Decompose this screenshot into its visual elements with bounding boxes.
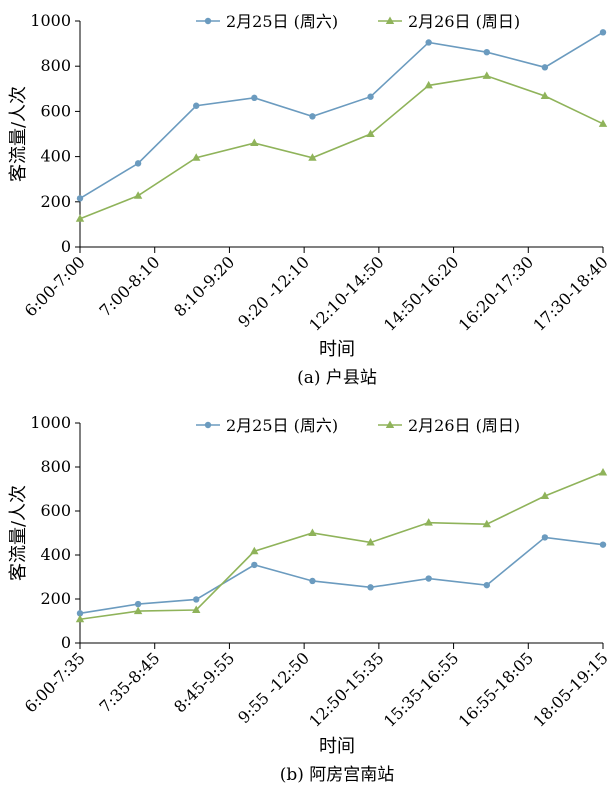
x-axis-title: 时间	[319, 339, 355, 360]
series-1-point	[76, 610, 84, 617]
series-1-point	[425, 575, 432, 582]
y-tick-label: 1000	[30, 413, 71, 432]
series-1-point	[367, 584, 374, 591]
y-tick-label: 0	[61, 633, 71, 652]
series-2-point	[250, 546, 259, 555]
y-tick-label: 0	[61, 237, 71, 256]
panel-caption: (b) 阿房宫南站	[280, 765, 395, 785]
series-1-point	[599, 541, 607, 548]
x-tick-label: 17:30-18:40	[529, 252, 611, 334]
x-tick-label: 8:45-9:55	[170, 648, 238, 716]
series-2-point	[133, 606, 143, 615]
panel-caption: (a) 户县站	[297, 368, 377, 388]
series-2-point	[366, 537, 375, 546]
series-2-point	[192, 605, 201, 613]
x-tick-label: 12:10-14:50	[305, 252, 387, 334]
legend-marker	[204, 421, 212, 429]
series-line-1	[79, 31, 604, 200]
series-1-point	[425, 39, 432, 46]
series-1-point	[251, 94, 258, 102]
series-2-point	[308, 528, 317, 536]
x-tick-label: 6:00-7:35	[21, 648, 89, 716]
x-tick-label: 18:05-19:15	[529, 648, 611, 730]
series-2-point	[133, 191, 143, 199]
legend-entry: 2月25日 (周六)	[226, 416, 338, 435]
series-line-1	[79, 536, 604, 615]
series-2-point	[75, 614, 85, 623]
series-2-point	[598, 468, 608, 476]
x-tick-label: 14:50-16:20	[380, 252, 462, 334]
x-tick-label: 7:35-8:45	[95, 648, 163, 716]
y-tick-label: 200	[40, 192, 71, 211]
series-1-point	[134, 600, 142, 608]
series-1-point	[541, 64, 549, 71]
legend-marker	[385, 420, 395, 428]
series-1-point	[134, 160, 142, 167]
y-axis-title: 客流量/人次	[8, 485, 29, 581]
series-2-point	[482, 519, 491, 528]
y-tick-label: 200	[40, 589, 71, 608]
x-tick-label: 9:55 -12:50	[234, 648, 313, 727]
series-line-2	[79, 75, 604, 220]
y-axis-title: 客流量/人次	[8, 86, 29, 182]
series-2-point	[366, 129, 375, 137]
series-1-point	[76, 195, 84, 202]
series-1-point	[541, 534, 549, 541]
legend-entry: 2月26日 (周日)	[408, 416, 520, 435]
series-1-point	[367, 93, 374, 100]
series-1-point	[483, 48, 490, 56]
legend-marker	[204, 17, 212, 25]
series-1-point	[309, 113, 316, 120]
y-tick-label: 400	[40, 545, 71, 564]
series-1-point	[193, 596, 200, 603]
x-tick-label: 16:55-18:05	[455, 648, 537, 730]
series-2-point	[250, 138, 259, 147]
x-tick-label: 16:20-17:30	[455, 252, 537, 334]
y-tick-label: 800	[40, 56, 71, 75]
series-1-point	[251, 561, 258, 569]
series-2-point	[75, 214, 85, 222]
y-tick-label: 400	[40, 147, 71, 166]
x-tick-label: 8:10-9:20	[170, 252, 238, 320]
series-2-point	[308, 153, 317, 161]
y-tick-label: 600	[40, 501, 71, 520]
series-2-point	[192, 153, 201, 161]
series-1-point	[599, 29, 607, 36]
series-1-point	[483, 581, 490, 589]
series-2-point	[424, 80, 433, 89]
legend-entry: 2月26日 (周日)	[408, 12, 520, 31]
x-axis-title: 时间	[319, 736, 355, 757]
legend-entry: 2月25日 (周六)	[226, 12, 338, 31]
y-tick-label: 800	[40, 457, 71, 476]
x-tick-label: 15:35-16:55	[380, 648, 462, 730]
series-line-2	[79, 471, 604, 621]
x-tick-label: 7:00-8:10	[95, 252, 163, 320]
series-2-point	[540, 91, 550, 100]
chart-panel-b: 0 200 400 600 800 1000 6:00-7:35 7:35-8:45 8:45-…	[8, 413, 612, 785]
series-2-point	[540, 491, 550, 500]
series-2-point	[424, 518, 433, 526]
y-tick-label: 1000	[30, 11, 71, 30]
x-tick-label: 12:50-15:35	[305, 648, 387, 730]
legend-marker	[385, 16, 395, 24]
series-2-point	[482, 71, 491, 79]
series-1-point	[193, 102, 200, 109]
series-2-point	[598, 119, 608, 127]
x-tick-label: 9:20 -12:10	[234, 252, 313, 331]
y-tick-label: 600	[40, 101, 71, 120]
x-tick-label: 6:00-7:00	[21, 252, 89, 320]
chart-panel-a: 0 200 400 600 800 1000 6:00-7:00 7:00-8:10 8:10-…	[8, 11, 612, 388]
series-1-point	[309, 577, 316, 585]
